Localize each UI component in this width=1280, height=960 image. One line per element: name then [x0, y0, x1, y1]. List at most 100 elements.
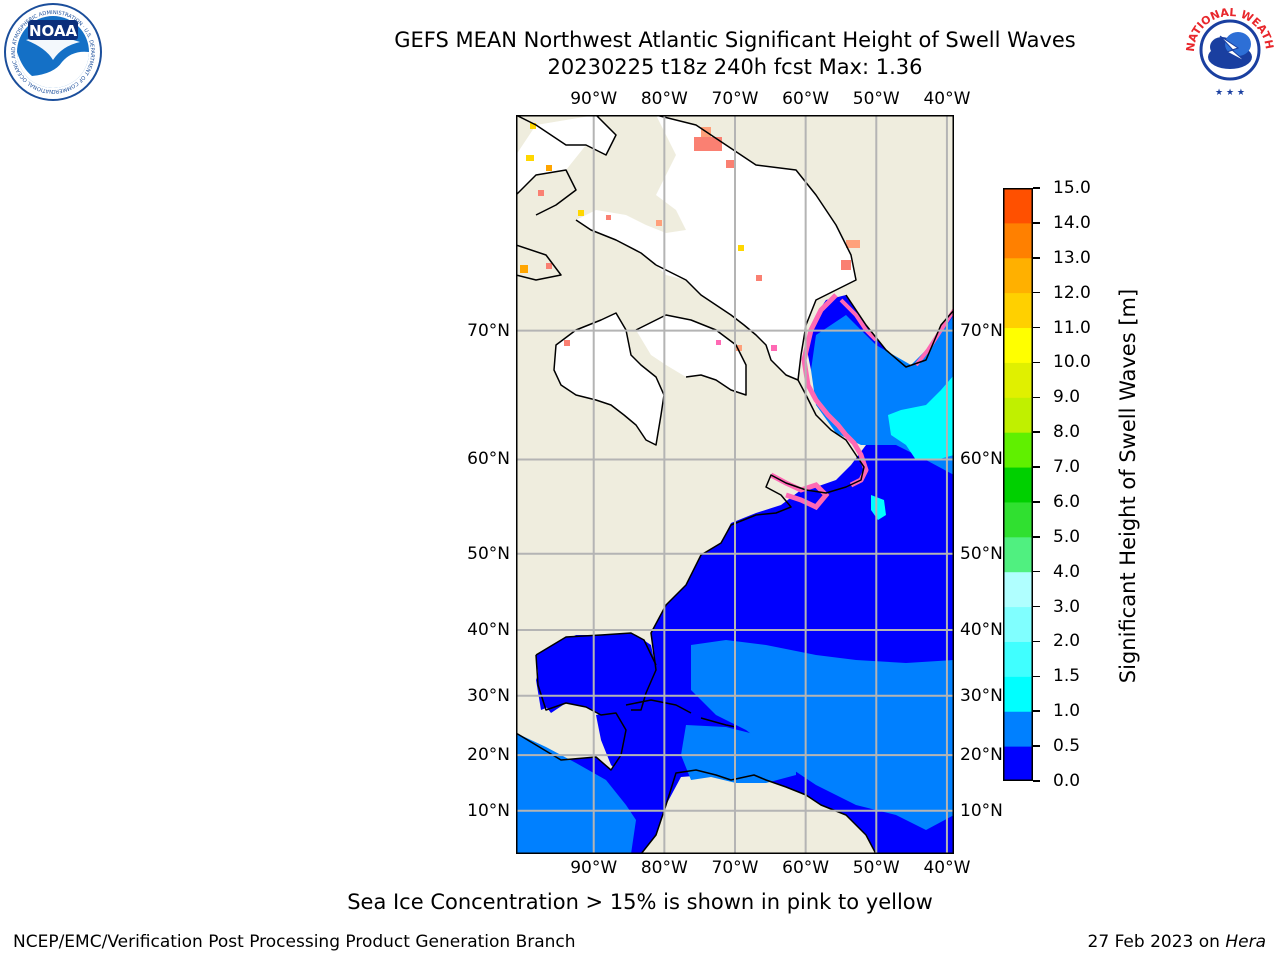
lat-tick-left: 60°N [467, 449, 510, 470]
colorbar-segment [1003, 571, 1033, 608]
lat-tick-left: 70°N [467, 320, 510, 341]
colorbar-tick-label: 10.0 [1053, 352, 1091, 373]
machine-name: Hera [1225, 932, 1266, 952]
chart-subtitle: 20230225 t18z 240h fcst Max: 1.36 [547, 55, 923, 79]
lat-tick-right: 60°N [960, 449, 1003, 470]
colorbar-tick-label: 1.5 [1053, 666, 1081, 687]
colorbar-segment [1003, 711, 1033, 747]
map [516, 115, 954, 854]
nws-logo: NATIONAL WEATHER SERVICE ★ ★ ★ [1180, 0, 1277, 98]
colorbar-segment [1003, 188, 1033, 224]
colorbar-tick-mark [1033, 396, 1040, 399]
colorbar-tick-mark [1033, 361, 1040, 364]
colorbar-tick-mark [1033, 710, 1040, 712]
lon-tick-top: 70°W [711, 89, 759, 109]
colorbar-segment [1003, 676, 1033, 712]
lat-tick-left: 50°N [467, 543, 510, 564]
colorbar-tick-mark [1033, 291, 1040, 294]
colorbar-tick-label: 4.0 [1053, 561, 1081, 582]
colorbar-tick-label: 14.0 [1053, 212, 1091, 233]
colorbar-segment [1003, 746, 1033, 781]
colorbar-tick-label: 12.0 [1053, 282, 1091, 303]
svg-text:★ ★ ★: ★ ★ ★ [1215, 88, 1245, 98]
colorbar-tick-mark [1033, 257, 1040, 259]
colorbar-segment [1003, 257, 1033, 294]
colorbar-tick-label: 1.0 [1053, 701, 1081, 722]
map-frame [516, 115, 954, 854]
lon-tick-top: 90°W [570, 89, 618, 109]
colorbar-segment [1003, 606, 1033, 642]
chart-title: GEFS MEAN Northwest Atlantic Significant… [394, 28, 1076, 52]
swell-band-1-0-small [871, 495, 886, 520]
colorbar-tick-mark [1033, 780, 1040, 782]
colorbar-tick-mark [1033, 187, 1040, 189]
hudson-bay [554, 313, 664, 445]
colorbar-tick-label: 5.0 [1053, 526, 1081, 547]
lon-tick-bottom: 40°W [923, 858, 971, 878]
colorbar-tick-label: 8.0 [1053, 422, 1081, 443]
colorbar-segment [1003, 467, 1033, 503]
colorbar-segment [1003, 327, 1033, 363]
colorbar-segment [1003, 222, 1033, 259]
lat-tick-left: 10°N [467, 800, 510, 821]
lat-tick-left: 20°N [467, 745, 510, 766]
colorbar-segment [1003, 501, 1033, 538]
colorbar-tick-label: 0.0 [1053, 771, 1081, 791]
colorbar-tick-label: 13.0 [1053, 247, 1091, 268]
credit-text: NCEP/EMC/Verification Post Processing Pr… [13, 932, 576, 952]
colorbar-segment [1003, 397, 1033, 433]
lat-tick-right: 20°N [960, 745, 1003, 766]
swell-band-0-5-caribbean [681, 725, 796, 783]
graticule [516, 115, 954, 854]
colorbar-tick-label: 6.0 [1053, 491, 1081, 512]
lon-tick-top: 60°W [782, 89, 830, 109]
colorbar-tick-mark [1033, 675, 1040, 678]
colorbar [1003, 188, 1033, 781]
colorbar-segment [1003, 432, 1033, 468]
colorbar-segment [1003, 641, 1033, 677]
colorbar-tick-mark [1033, 640, 1040, 643]
svg-text:NOAA: NOAA [29, 22, 78, 40]
lat-tick-right: 40°N [960, 619, 1003, 640]
lon-tick-bottom: 50°W [852, 858, 900, 878]
colorbar-tick-label: 11.0 [1053, 317, 1091, 338]
sea-ice-area [516, 115, 856, 380]
lat-tick-right: 70°N [960, 320, 1003, 341]
lat-tick-right: 10°N [960, 800, 1003, 821]
colorbar-tick-mark [1033, 326, 1040, 329]
lon-tick-top: 80°W [640, 89, 688, 109]
lon-tick-bottom: 80°W [640, 858, 688, 878]
colorbar-tick-label: 9.0 [1053, 387, 1081, 408]
sea-ice-edge-labrador [839, 298, 878, 342]
colorbar-segment [1003, 536, 1033, 573]
colorbar-tick-mark [1033, 570, 1040, 573]
swell-band-1-0 [888, 375, 954, 460]
colorbar-segment [1003, 292, 1033, 329]
colorbar-tick-mark [1033, 466, 1040, 468]
lon-tick-top: 40°W [923, 89, 971, 109]
colorbar-tick-mark [1033, 222, 1040, 224]
lat-tick-left: 30°N [467, 685, 510, 706]
lon-tick-top: 50°W [852, 89, 900, 109]
noaa-logo: NOAA NATIONAL OCEANIC AND ATMOSPHERIC AD… [2, 2, 102, 101]
colorbar-tick-mark [1033, 536, 1040, 538]
sea-ice-edge [801, 293, 869, 488]
colorbar-tick-label: 15.0 [1053, 178, 1091, 198]
lat-tick-left: 40°N [467, 619, 510, 640]
sea-ice-note: Sea Ice Concentration > 15% is shown in … [347, 890, 933, 914]
lon-tick-bottom: 90°W [570, 858, 618, 878]
colorbar-segment [1003, 362, 1033, 398]
ocean-gulf [536, 633, 656, 713]
colorbar-tick-mark [1033, 745, 1040, 747]
colorbar-tick-label: 7.0 [1053, 457, 1081, 478]
colorbar-tick-label: 0.5 [1053, 736, 1081, 757]
colorbar-tick-mark [1033, 431, 1040, 433]
ocean-pacific [516, 733, 636, 854]
colorbar-tick-mark [1033, 605, 1040, 608]
colorbar-tick-label: 2.0 [1053, 631, 1081, 652]
lon-tick-bottom: 70°W [711, 858, 759, 878]
lon-tick-bottom: 60°W [782, 858, 830, 878]
colorbar-tick-mark [1033, 501, 1040, 503]
swell-band-0-5 [691, 640, 954, 830]
colorbar-tick-label: 3.0 [1053, 596, 1081, 617]
